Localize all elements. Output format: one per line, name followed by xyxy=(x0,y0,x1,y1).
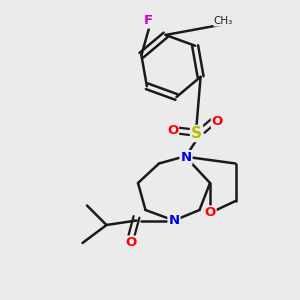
Text: O: O xyxy=(204,206,216,220)
Text: O: O xyxy=(125,236,136,250)
Text: CH₃: CH₃ xyxy=(214,16,233,26)
Text: S: S xyxy=(191,126,202,141)
Text: O: O xyxy=(212,115,223,128)
Text: F: F xyxy=(144,14,153,28)
Text: O: O xyxy=(167,124,178,137)
Text: N: N xyxy=(180,151,192,164)
Text: N: N xyxy=(168,214,180,227)
